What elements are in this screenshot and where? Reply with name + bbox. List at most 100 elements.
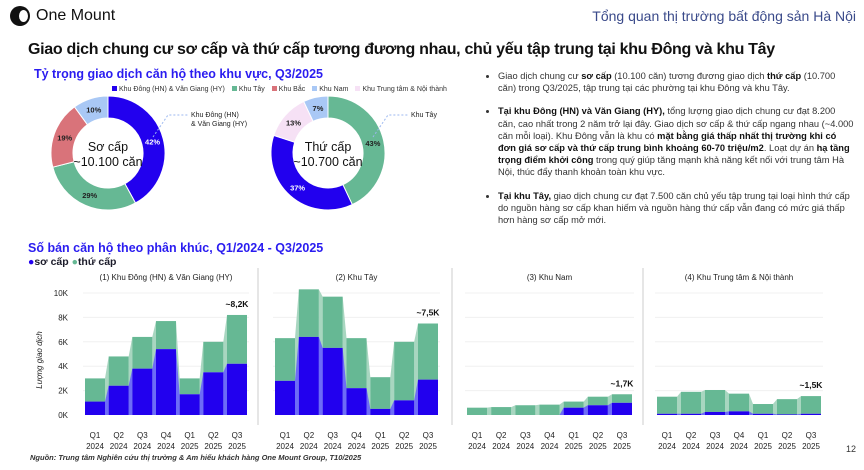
legend-item: Khu Bắc (271, 86, 305, 93)
bar-secondary (179, 378, 200, 395)
bar-primary (587, 405, 608, 415)
y-tick-label: 4K (58, 362, 68, 371)
bar-primary (156, 349, 176, 415)
x-tick-label: Q3 (232, 431, 243, 440)
x-tick-label: 2024 (682, 442, 700, 451)
bar-secondary (777, 399, 797, 415)
bar-secondary (467, 407, 487, 415)
x-tick-label: Q3 (137, 431, 148, 440)
bar-secondary (132, 336, 153, 369)
y-tick-label: 8K (58, 313, 68, 322)
legend-secondary-marker: ● (71, 256, 78, 268)
connector-primary (318, 336, 323, 415)
legend-item: Khu Trung tâm & Nội thành (355, 86, 447, 93)
x-tick-label: 2024 (658, 442, 676, 451)
x-tick-label: 2024 (276, 442, 294, 451)
bar-primary (298, 336, 319, 415)
bar-primary (85, 401, 105, 415)
donut-center-value: ~10.100 căn (73, 155, 142, 169)
x-tick-label: 2025 (181, 442, 199, 451)
section-title: Tổng quan thị trường bất động sản Hà Nội (592, 8, 856, 24)
connector-secondary (725, 389, 729, 415)
bar-secondary (515, 405, 536, 415)
panel-title: (2) Khu Tây (336, 273, 378, 282)
x-tick-label: Q2 (113, 431, 124, 440)
x-tick-label: Q1 (472, 431, 483, 440)
donut-slice (327, 95, 386, 206)
bar-secondary (563, 401, 584, 408)
slice-label: 37% (290, 184, 305, 193)
x-tick-label: Q4 (734, 431, 745, 440)
y-tick-label: 10K (54, 289, 69, 298)
x-tick-label: Q4 (544, 431, 555, 440)
bar-secondary (539, 404, 560, 415)
x-tick-label: 2024 (324, 442, 342, 451)
x-tick-label: Q3 (710, 431, 721, 440)
bar-primary (418, 379, 438, 415)
x-tick-label: Q3 (806, 431, 817, 440)
bar-primary (227, 363, 247, 415)
bar-secondary (298, 289, 319, 337)
bullet-list: Giao dịch chung cư sơ cấp (10.100 căn) t… (484, 70, 854, 237)
bar-secondary (418, 323, 438, 380)
bar-secondary (801, 396, 821, 414)
x-tick-label: Q1 (568, 431, 579, 440)
bar-secondary (612, 394, 632, 403)
legend-item: Khu Đông (HN) & Văn Giang (HY) (112, 86, 225, 93)
x-tick-label: Q2 (782, 431, 793, 440)
x-tick-label: Q3 (423, 431, 434, 440)
bar-secondary (203, 341, 224, 373)
x-tick-label: Q3 (617, 431, 628, 440)
x-tick-label: 2024 (706, 442, 724, 451)
donut-center-title: Thứ cấp (305, 140, 352, 154)
connector-primary (773, 413, 777, 415)
connector-primary (295, 336, 299, 415)
logo: One Mount (10, 6, 115, 26)
bullet-item: Tại khu Tây, giao dịch chung cư đạt 7.50… (498, 190, 854, 227)
y-tick-label: 0K (58, 411, 68, 420)
x-tick-label: Q1 (90, 431, 101, 440)
bar-secondary (227, 314, 247, 364)
panel-title: (1) Khu Đông (HN) & Văn Giang (HY) (100, 273, 233, 282)
bar-primary (275, 380, 295, 415)
x-tick-label: 2025 (395, 442, 413, 451)
donut-center-value: ~10.700 căn (293, 155, 362, 169)
connector-secondary (535, 404, 540, 415)
bar-secondary (753, 404, 773, 414)
connector-secondary (487, 407, 492, 415)
bar-primary (132, 368, 153, 415)
connector-primary (128, 368, 133, 415)
connector-primary (749, 411, 753, 415)
x-tick-label: 2025 (754, 442, 772, 451)
x-tick-label: 2025 (589, 442, 607, 451)
donut-slice (107, 95, 166, 204)
x-tick-label: 2024 (492, 442, 510, 451)
connector-secondary (797, 396, 801, 415)
slice-label: 13% (286, 119, 301, 128)
y-tick-label: 6K (58, 338, 68, 347)
x-tick-label: 2024 (468, 442, 486, 451)
connector-primary (342, 347, 347, 415)
bar-secondary (370, 377, 391, 409)
connector-primary (797, 413, 801, 415)
legend-item: Khu Nam (312, 86, 348, 93)
bar-primary (753, 413, 773, 415)
connector-primary (583, 405, 588, 415)
x-tick-label: Q1 (280, 431, 291, 440)
annotation-label: ~8,2K (226, 299, 250, 309)
x-tick-label: Q2 (399, 431, 410, 440)
bar-primary (179, 394, 200, 415)
source-note: Nguồn: Trung tâm Nghiên cứu thị trường &… (30, 453, 362, 462)
x-tick-label: 2025 (613, 442, 631, 451)
callout-label: & Văn Giang (HY) (191, 121, 247, 128)
bar-secondary (322, 296, 343, 348)
slice-label: 43% (365, 139, 380, 148)
x-tick-label: Q4 (161, 431, 172, 440)
bar-secondary (108, 356, 129, 386)
bar-primary (777, 414, 797, 415)
donut-center-title: Sơ cấp (88, 140, 128, 154)
donut-slice (303, 95, 329, 122)
x-tick-label: 2025 (371, 442, 389, 451)
bar-secondary (275, 338, 295, 381)
x-tick-label: Q2 (496, 431, 507, 440)
